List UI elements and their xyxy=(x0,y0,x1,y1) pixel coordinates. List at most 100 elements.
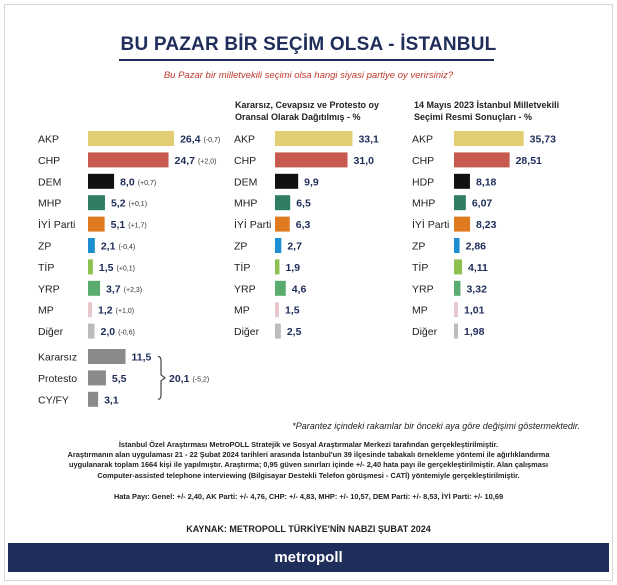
bar xyxy=(275,238,282,253)
value-label: 2,86 xyxy=(466,241,487,253)
category-label: DEM xyxy=(234,176,257,188)
bar xyxy=(454,323,458,339)
change-label: (+2,3) xyxy=(124,287,142,294)
bar xyxy=(454,302,458,318)
category-label: CY/FY xyxy=(38,394,69,406)
value-label: 1,5 xyxy=(285,305,300,317)
value-label: 3,32 xyxy=(466,283,487,295)
change-label: (+1,7) xyxy=(128,223,146,230)
page-frame xyxy=(4,4,613,581)
change-label: (+1,0) xyxy=(116,308,134,315)
margin-of-error: Hata Payı: Genel: +/- 2,40, AK Parti: +/… xyxy=(113,492,504,501)
value-label: 1,01 xyxy=(464,305,485,317)
category-label: TİP xyxy=(234,261,250,274)
bar xyxy=(88,323,95,339)
source-line: KAYNAK: METROPOLL TÜRKİYE'NİN NABZI ŞUBA… xyxy=(186,524,431,534)
bracket xyxy=(157,356,166,400)
methodology-line: uygulanarak toplam 1664 kişi ile yapılmı… xyxy=(68,460,549,470)
methodology-line: Araştırmanın alan uygulaması 21 - 22 Şub… xyxy=(67,450,550,460)
bar xyxy=(275,302,279,318)
category-label: MP xyxy=(412,305,428,317)
value-label: 4,11 xyxy=(468,262,488,274)
category-label: ZP xyxy=(38,241,51,253)
value-label: 5,5 xyxy=(112,373,127,385)
value-label: 2,0 xyxy=(101,326,116,338)
bar xyxy=(454,280,461,296)
value-label: 4,6 xyxy=(292,283,307,295)
value-label: 3,7 xyxy=(106,283,121,295)
category-label: CHP xyxy=(234,155,256,167)
bar xyxy=(88,370,106,386)
change-label: (-0,6) xyxy=(118,330,135,337)
value-label: 9,9 xyxy=(304,176,319,188)
bar xyxy=(88,173,115,189)
bar xyxy=(88,195,105,211)
category-label: Kararsız xyxy=(38,352,77,364)
title-underline xyxy=(119,59,494,61)
category-label: ZP xyxy=(412,241,425,253)
bar xyxy=(88,391,99,407)
category-label: YRP xyxy=(234,283,256,295)
brand-logo: metropoll xyxy=(274,549,343,566)
category-label: ZP xyxy=(234,241,247,253)
bar xyxy=(275,195,291,211)
bar xyxy=(275,323,281,339)
bar xyxy=(88,349,126,364)
change-label: (+0,1) xyxy=(129,201,147,208)
category-label: YRP xyxy=(38,283,60,295)
value-label: 1,9 xyxy=(285,262,300,274)
category-label: MP xyxy=(38,305,54,317)
category-label: Protesto xyxy=(38,373,77,385)
change-label: (+2,0) xyxy=(198,158,216,165)
bar xyxy=(275,280,286,296)
value-label: 5,1 xyxy=(111,219,126,231)
value-label: 2,1 xyxy=(101,241,116,253)
value-label: 26,4 xyxy=(180,134,201,146)
value-label: 8,0 xyxy=(120,176,135,188)
bar xyxy=(88,238,95,253)
change-label: (-0,4) xyxy=(118,244,135,251)
category-label: Diğer xyxy=(234,326,260,338)
footnote: *Parantez içindeki rakamlar bir önceki a… xyxy=(292,421,580,431)
methodology-line: İstanbul Özel Araştırması MetroPOLL Stra… xyxy=(118,440,499,449)
bar xyxy=(454,259,463,275)
category-label: İYİ Parti xyxy=(412,218,449,231)
category-label: TİP xyxy=(38,261,54,274)
bar xyxy=(275,152,348,168)
category-label: İYİ Parti xyxy=(38,218,75,231)
bar xyxy=(454,195,466,211)
value-label: 6,07 xyxy=(472,198,493,210)
methodology-text: İstanbul Özel Araştırması MetroPOLL Stra… xyxy=(40,440,577,481)
category-label: CHP xyxy=(38,155,60,167)
bracket-total: 20,1 xyxy=(169,373,190,385)
value-label: 1,2 xyxy=(98,305,113,317)
methodology-line: Computer-assisted telephone interviewing… xyxy=(97,470,520,480)
bar xyxy=(275,216,290,232)
category-label: DEM xyxy=(38,176,61,188)
value-label: 6,5 xyxy=(296,198,311,210)
bar xyxy=(88,280,101,296)
change-label: (+0,7) xyxy=(138,180,156,187)
category-label: CHP xyxy=(412,155,434,167)
bar xyxy=(454,152,510,168)
category-label: Diğer xyxy=(412,326,438,338)
brand-footer: metropoll xyxy=(8,543,609,572)
bar xyxy=(275,173,299,189)
bar xyxy=(454,173,470,189)
value-label: 6,3 xyxy=(296,219,311,231)
bracket-change: (-5,2) xyxy=(192,376,209,383)
category-label: YRP xyxy=(412,283,434,295)
value-label: 3,1 xyxy=(104,394,119,406)
value-label: 33,1 xyxy=(358,134,379,146)
value-label: 1,5 xyxy=(99,262,114,274)
bar xyxy=(454,216,471,232)
value-label: 24,7 xyxy=(175,155,196,167)
category-label: TİP xyxy=(412,261,428,274)
category-label: AKP xyxy=(412,134,433,146)
category-label: MHP xyxy=(412,198,435,210)
category-label: İYİ Parti xyxy=(234,218,271,231)
value-label: 8,23 xyxy=(476,219,497,231)
bar xyxy=(88,152,169,168)
value-label: 11,5 xyxy=(131,352,151,364)
